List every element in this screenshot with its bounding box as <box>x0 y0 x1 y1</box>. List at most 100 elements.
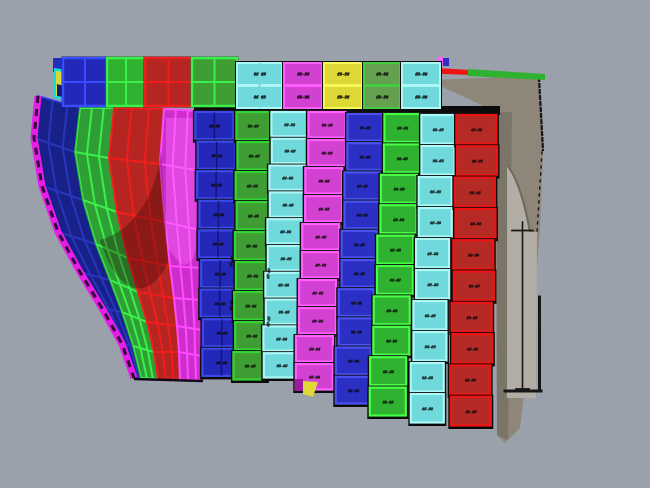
panel-plate[interactable] <box>235 200 271 231</box>
col-blue[interactable]: ##-## ##-## ##-## ##-## ##-## ##-## ##-## ##-##… <box>333 112 385 407</box>
col-red[interactable]: ##-## ##-## ##-## ##-## ##-## ##-## ##-## ##-##… <box>447 113 500 429</box>
panel-label: ##-## <box>393 187 405 193</box>
panel-plate[interactable] <box>268 191 307 218</box>
panel-plate[interactable] <box>414 237 451 269</box>
transom-arch-edge <box>506 164 531 233</box>
panel-label: ##-## <box>383 369 395 375</box>
panel-label: ##-## <box>390 248 402 254</box>
panel-plate[interactable] <box>343 171 381 201</box>
pair-cyan[interactable]: ##-####-## <box>235 61 284 110</box>
panel-label: ##-## <box>468 284 480 290</box>
panel-plate[interactable] <box>301 222 341 251</box>
panel-label: ##-## <box>348 359 360 365</box>
panel-label: ##-## <box>244 364 256 370</box>
panel-label: ##-## <box>211 153 223 159</box>
panel-plate[interactable] <box>375 264 415 295</box>
panel-plate[interactable] <box>346 142 384 171</box>
panel-label: ##-## <box>432 128 444 134</box>
highlight-magenta-band <box>166 118 196 265</box>
panel-plate[interactable] <box>450 301 493 333</box>
panel-label: ##-## <box>354 242 366 248</box>
panel-label: ##-## <box>248 214 260 220</box>
top-grid-blue[interactable] <box>61 56 109 108</box>
panel-label: ##-## <box>427 283 439 289</box>
panel-plate[interactable] <box>451 333 494 365</box>
col-cyan2[interactable]: ##-## ##-## ##-## ##-## ##-## ##-## ##-## ##-##… <box>408 113 457 426</box>
pair-yellow[interactable]: ##-## ##-## <box>322 61 364 110</box>
panel-plate[interactable] <box>412 330 448 362</box>
top-grid-green[interactable] <box>105 56 147 108</box>
panel-label: ##-## <box>382 400 394 406</box>
panel-plate[interactable] <box>304 166 344 195</box>
panel-plate[interactable] <box>304 194 344 223</box>
pair-olive[interactable]: ##-## ##-## <box>362 61 402 110</box>
pair-magenta[interactable]: ##-## ##-## <box>282 61 324 110</box>
panel-plate[interactable] <box>266 218 305 245</box>
panel-plate[interactable] <box>369 356 408 387</box>
panel-plate[interactable] <box>452 270 496 302</box>
panel-plate[interactable] <box>297 306 338 335</box>
panel-plate[interactable] <box>412 299 448 331</box>
panel-plate[interactable] <box>455 145 499 177</box>
panel-label: ##-## <box>466 315 478 321</box>
panel-label: ##-## <box>297 95 310 101</box>
panel-plate[interactable] <box>454 207 497 239</box>
panel-plate[interactable] <box>307 138 347 167</box>
panel-plate[interactable] <box>453 176 496 208</box>
panel-label: ##-## <box>386 309 398 315</box>
panel-plate[interactable] <box>343 200 381 230</box>
panel-label: ##-## <box>359 126 371 132</box>
panel-plate[interactable] <box>234 170 270 201</box>
panel-plate[interactable] <box>401 85 441 109</box>
panel-plate[interactable] <box>236 140 272 171</box>
col-cyan1[interactable]: ##-## ##-## ##-## ##-## ##-## ##-## ##-## ##-##… <box>260 110 311 381</box>
pair-teal[interactable]: ##-## ##-## <box>400 61 442 110</box>
panel-plate[interactable] <box>300 250 341 279</box>
panel-plate[interactable] <box>376 234 415 265</box>
panel-plate[interactable] <box>417 175 453 207</box>
panel-plate[interactable] <box>337 288 375 318</box>
panel-plate[interactable] <box>420 144 456 176</box>
panel-label: ##-## <box>276 337 288 343</box>
panel-plate[interactable] <box>235 110 271 141</box>
panel-plate[interactable] <box>455 113 498 145</box>
panel-plate[interactable] <box>372 325 411 356</box>
top-grid-green2[interactable] <box>190 56 239 108</box>
panel-plate[interactable] <box>340 258 378 288</box>
panel-label: ##-## <box>315 263 327 269</box>
panel-label: ##-## <box>246 334 258 340</box>
panel-plate[interactable] <box>340 229 378 259</box>
panel-plate[interactable] <box>268 164 307 192</box>
panel-plate[interactable] <box>409 361 445 393</box>
panel-label: ##-## <box>351 301 363 307</box>
panel-plate[interactable] <box>372 295 411 326</box>
panel-plate[interactable] <box>449 395 492 427</box>
top-grid-red[interactable] <box>143 56 194 108</box>
panel-label: ##-## <box>312 291 324 297</box>
top-bit-blue <box>443 58 449 66</box>
panel-plate[interactable] <box>379 204 418 235</box>
panel-plate[interactable] <box>379 173 418 204</box>
plate-panels[interactable]: ##-## ##-## ##-## ##-## ##-## ##-## ##-## ##-##… <box>61 56 501 430</box>
panel-label: ##-## <box>415 72 428 78</box>
col-green[interactable]: ##-## ##-## ##-## ##-## ##-## ##-## ##-## ##-##… <box>367 112 423 419</box>
panel-plate[interactable] <box>449 364 492 396</box>
panel-plate[interactable] <box>270 137 309 165</box>
panel-label: ##-## <box>393 217 405 223</box>
panel-plate[interactable] <box>307 110 347 139</box>
panel-plate[interactable] <box>294 334 335 363</box>
hull-surface[interactable] <box>30 94 205 382</box>
col-magenta[interactable]: ##-## ##-## ##-## ##-## ##-## ##-## ##-## ##-##… <box>293 110 348 393</box>
panel-plate[interactable] <box>262 325 301 352</box>
panel-plate[interactable] <box>417 206 453 238</box>
transom-structure[interactable] <box>420 57 545 443</box>
panel-plate[interactable] <box>415 268 451 300</box>
panel-plate[interactable] <box>452 239 495 271</box>
panel-plate[interactable] <box>409 392 445 424</box>
panel-plate[interactable] <box>368 386 407 417</box>
panel-label: ##-## <box>465 378 477 384</box>
panel-plate[interactable] <box>337 317 375 347</box>
panel-plate[interactable] <box>297 278 338 307</box>
